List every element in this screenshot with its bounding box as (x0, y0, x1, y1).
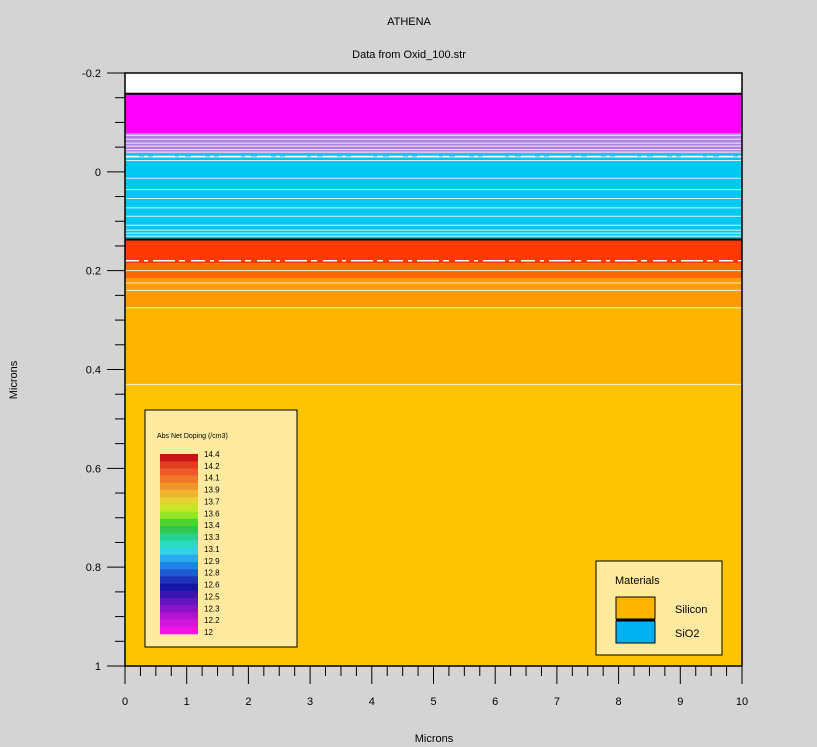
doping-swatch (160, 540, 198, 548)
doping-level-label: 14.4 (204, 450, 220, 459)
doping-level-label: 13.3 (204, 533, 220, 542)
doping-swatch (160, 482, 198, 491)
y-tick-label: 0.2 (86, 266, 101, 278)
doping-swatch (160, 454, 198, 462)
doping-legend: Abs Net Doping (/cm3) 14.4 14.2 14.1 13.9 13… (144, 409, 298, 648)
doping-swatch (160, 475, 198, 484)
doping-swatch (160, 518, 198, 527)
materials-legend: Materials Silicon SiO2 (595, 560, 723, 656)
doping-level-label: 12 (204, 628, 213, 637)
y-tick-label: -0.2 (82, 68, 101, 80)
doping-level-label: 12.5 (204, 592, 220, 601)
x-tick-label: 8 (616, 696, 622, 708)
doping-swatch (160, 533, 198, 541)
doping-labels: 14.4 14.2 14.1 13.9 13.7 13.6 13.4 13.3 13.1 12.9… (204, 450, 220, 637)
doping-swatch (160, 626, 198, 635)
doping-swatch (160, 562, 198, 570)
layer-band-0 (125, 73, 742, 94)
x-tick-label: 9 (677, 696, 683, 708)
legend-label-silicon: Silicon (675, 604, 707, 616)
y-tick-label: 0.4 (86, 365, 101, 377)
doping-swatch (160, 619, 198, 628)
layer-band-7 (125, 307, 742, 385)
doping-level-label: 12.9 (204, 557, 220, 566)
x-axis: 0 1 2 3 4 5 6 7 8 9 10 (122, 666, 748, 708)
contour-lines (125, 134, 742, 385)
y-axis: -0.2 0 0.2 0.4 0.6 0.8 1 (82, 68, 125, 673)
doping-level-label: 12.6 (204, 581, 220, 590)
y-tick-label: 1 (95, 661, 101, 673)
doping-swatch (160, 554, 198, 563)
doping-level-label: 12.3 (204, 604, 220, 613)
doping-swatch (160, 547, 198, 556)
x-tick-label: 6 (492, 696, 498, 708)
x-tick-label: 0 (122, 696, 128, 708)
doping-swatch (160, 497, 198, 505)
x-tick-label: 7 (554, 696, 560, 708)
x-tick-label: 5 (430, 696, 436, 708)
x-tick-label: 3 (307, 696, 313, 708)
doping-level-label: 12.8 (204, 569, 220, 578)
x-tick-label: 10 (736, 696, 748, 708)
doping-swatch (160, 605, 198, 613)
doping-level-label: 13.9 (204, 486, 220, 495)
doping-level-label: 13.7 (204, 497, 220, 506)
material-boundaries (125, 92, 742, 241)
doping-level-label: 13.6 (204, 509, 220, 518)
x-tick-label: 4 (369, 696, 375, 708)
doping-swatch (160, 598, 198, 606)
doping-swatch (160, 461, 198, 469)
doping-swatch (160, 511, 198, 520)
doping-swatch (160, 569, 198, 577)
doping-level-label: 13.4 (204, 521, 220, 530)
doping-swatch (160, 526, 198, 534)
y-tick-label: 0.6 (86, 463, 101, 475)
layer-band-4 (125, 239, 742, 264)
y-axis-label: Microns (8, 360, 20, 399)
doping-legend-title: Abs Net Doping (/cm3) (157, 433, 228, 440)
doping-swatches (160, 454, 198, 635)
doping-level-label: 13.1 (204, 545, 220, 554)
silicon-swatch (615, 596, 656, 620)
doping-swatch (160, 576, 198, 584)
chart-title: ATHENA (387, 16, 431, 28)
doping-level-label: 12.2 (204, 616, 220, 625)
doping-level-label: 14.2 (204, 462, 220, 471)
y-tick-label: 0.8 (86, 562, 101, 574)
materials-legend-title: Materials (615, 575, 660, 587)
doping-swatch (160, 490, 198, 498)
x-tick-label: 1 (184, 696, 190, 708)
y-tick-label: 0 (95, 167, 101, 179)
doping-swatch (160, 590, 198, 599)
doping-level-label: 14.1 (204, 474, 220, 483)
chart-subtitle: Data from Oxid_100.str (352, 49, 466, 61)
doping-swatch (160, 468, 198, 476)
legend-label-sio2: SiO2 (675, 628, 699, 640)
doping-swatch (160, 583, 198, 592)
sio2-swatch (615, 620, 656, 644)
layer-band-3 (125, 154, 742, 240)
doping-swatch (160, 504, 198, 512)
x-axis-label: Microns (415, 733, 454, 745)
x-tick-label: 2 (245, 696, 251, 708)
layer-band-1 (125, 93, 742, 134)
doping-swatch (160, 612, 198, 620)
